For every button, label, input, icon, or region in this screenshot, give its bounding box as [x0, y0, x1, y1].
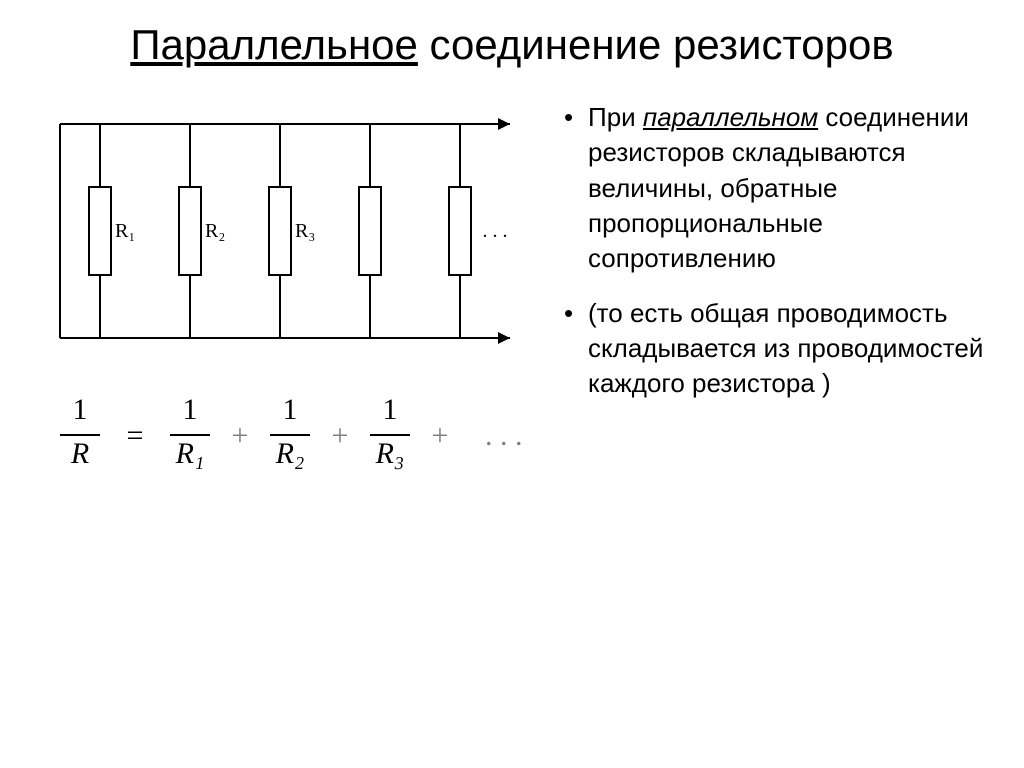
right-column: При параллельном соединении резисторов с…	[560, 90, 984, 490]
svg-text:R₁: R₁	[175, 437, 205, 470]
svg-text:+: +	[332, 419, 349, 452]
svg-text:R₂: R₂	[205, 220, 225, 242]
left-column: R₁ R₂ R₃ . . . 1 R = 1 R₁ +1 R₂ +1 R₃ + . . .	[40, 90, 530, 490]
svg-text:1: 1	[383, 393, 398, 426]
svg-text:1: 1	[183, 393, 198, 426]
formula: 1 R = 1 R₁ +1 R₂ +1 R₃ + . . .	[40, 385, 530, 485]
title-underlined: Параллельное	[130, 21, 418, 68]
svg-text:=: =	[127, 419, 144, 452]
bullet-prefix: При	[588, 102, 643, 132]
svg-text:R₁: R₁	[115, 220, 135, 242]
svg-text:R: R	[70, 437, 89, 470]
title-rest: соединение резисторов	[418, 21, 894, 68]
svg-text:R₃: R₃	[375, 437, 405, 470]
svg-text:+: +	[432, 419, 449, 452]
svg-text:1: 1	[73, 393, 88, 426]
bullet-item: (то есть общая проводимость складывается…	[560, 296, 984, 401]
bullet-prefix: (то есть общая проводимость складывается…	[588, 298, 983, 398]
circuit-diagram: R₁ R₂ R₃ . . .	[40, 90, 530, 370]
content-row: R₁ R₂ R₃ . . . 1 R = 1 R₁ +1 R₂ +1 R₃ + . . . При пар…	[40, 90, 984, 490]
svg-text:1: 1	[283, 393, 298, 426]
svg-text:. . .: . . .	[485, 419, 523, 452]
svg-text:. . .: . . .	[483, 220, 508, 242]
bullet-list: При параллельном соединении резисторов с…	[560, 100, 984, 401]
page-title: Параллельное соединение резисторов	[40, 20, 984, 70]
bullet-emphasis: параллельном	[643, 102, 818, 132]
bullet-item: При параллельном соединении резисторов с…	[560, 100, 984, 275]
svg-text:R₂: R₂	[275, 437, 305, 470]
svg-text:R₃: R₃	[295, 220, 315, 242]
svg-text:+: +	[232, 419, 249, 452]
